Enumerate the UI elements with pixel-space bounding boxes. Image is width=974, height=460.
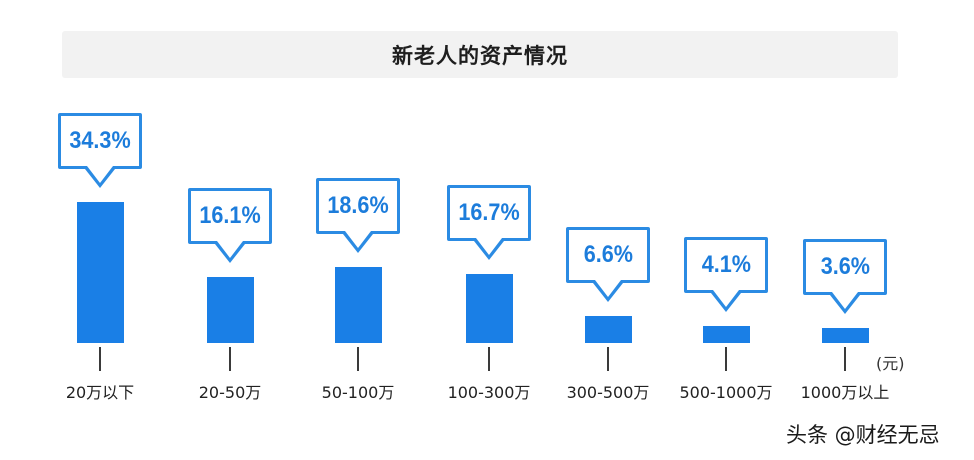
x-tick <box>844 347 846 371</box>
data-label: 4.1% <box>701 251 751 279</box>
bar <box>584 315 632 343</box>
x-tick <box>99 347 101 371</box>
data-label: 6.6% <box>583 240 633 268</box>
watermark: 头条 @财经无忌 <box>786 423 940 447</box>
chart-title: 新老人的资产情况 <box>392 43 568 68</box>
data-label-callout: 6.6% <box>566 226 650 283</box>
bar <box>465 274 513 343</box>
category-label: 50-100万 <box>321 383 395 402</box>
data-label-callout: 16.1% <box>188 187 272 244</box>
x-tick <box>357 347 359 371</box>
bar <box>206 276 254 343</box>
x-tick <box>725 347 727 371</box>
x-tick <box>607 347 609 371</box>
bar <box>334 266 382 343</box>
category-label: 300-500万 <box>566 383 650 402</box>
data-label: 16.1% <box>199 201 261 229</box>
data-label: 18.6% <box>327 191 389 219</box>
x-tick <box>488 347 490 371</box>
data-label-callout: 16.7% <box>447 185 531 242</box>
data-label: 34.3% <box>69 127 131 154</box>
data-label-callout: 18.6% <box>316 177 400 234</box>
bar <box>702 326 750 343</box>
unit-label: (元) <box>876 354 905 373</box>
category-label: 100-300万 <box>447 383 531 402</box>
category-label: 1000万以上 <box>800 383 890 402</box>
data-label-callout: 4.1% <box>684 237 768 294</box>
category-label: 20-50万 <box>198 383 262 402</box>
bar <box>821 328 869 343</box>
data-label-callout: 34.3% <box>58 113 142 169</box>
category-label: 20万以下 <box>65 383 135 402</box>
category-label: 500-1000万 <box>679 383 773 402</box>
bar <box>76 202 124 343</box>
chart-title-banner: 新老人的资产情况 <box>62 31 898 78</box>
data-label: 16.7% <box>458 199 520 227</box>
data-label-callout: 3.6% <box>803 239 887 296</box>
x-tick <box>229 347 231 371</box>
data-label: 3.6% <box>820 253 870 281</box>
